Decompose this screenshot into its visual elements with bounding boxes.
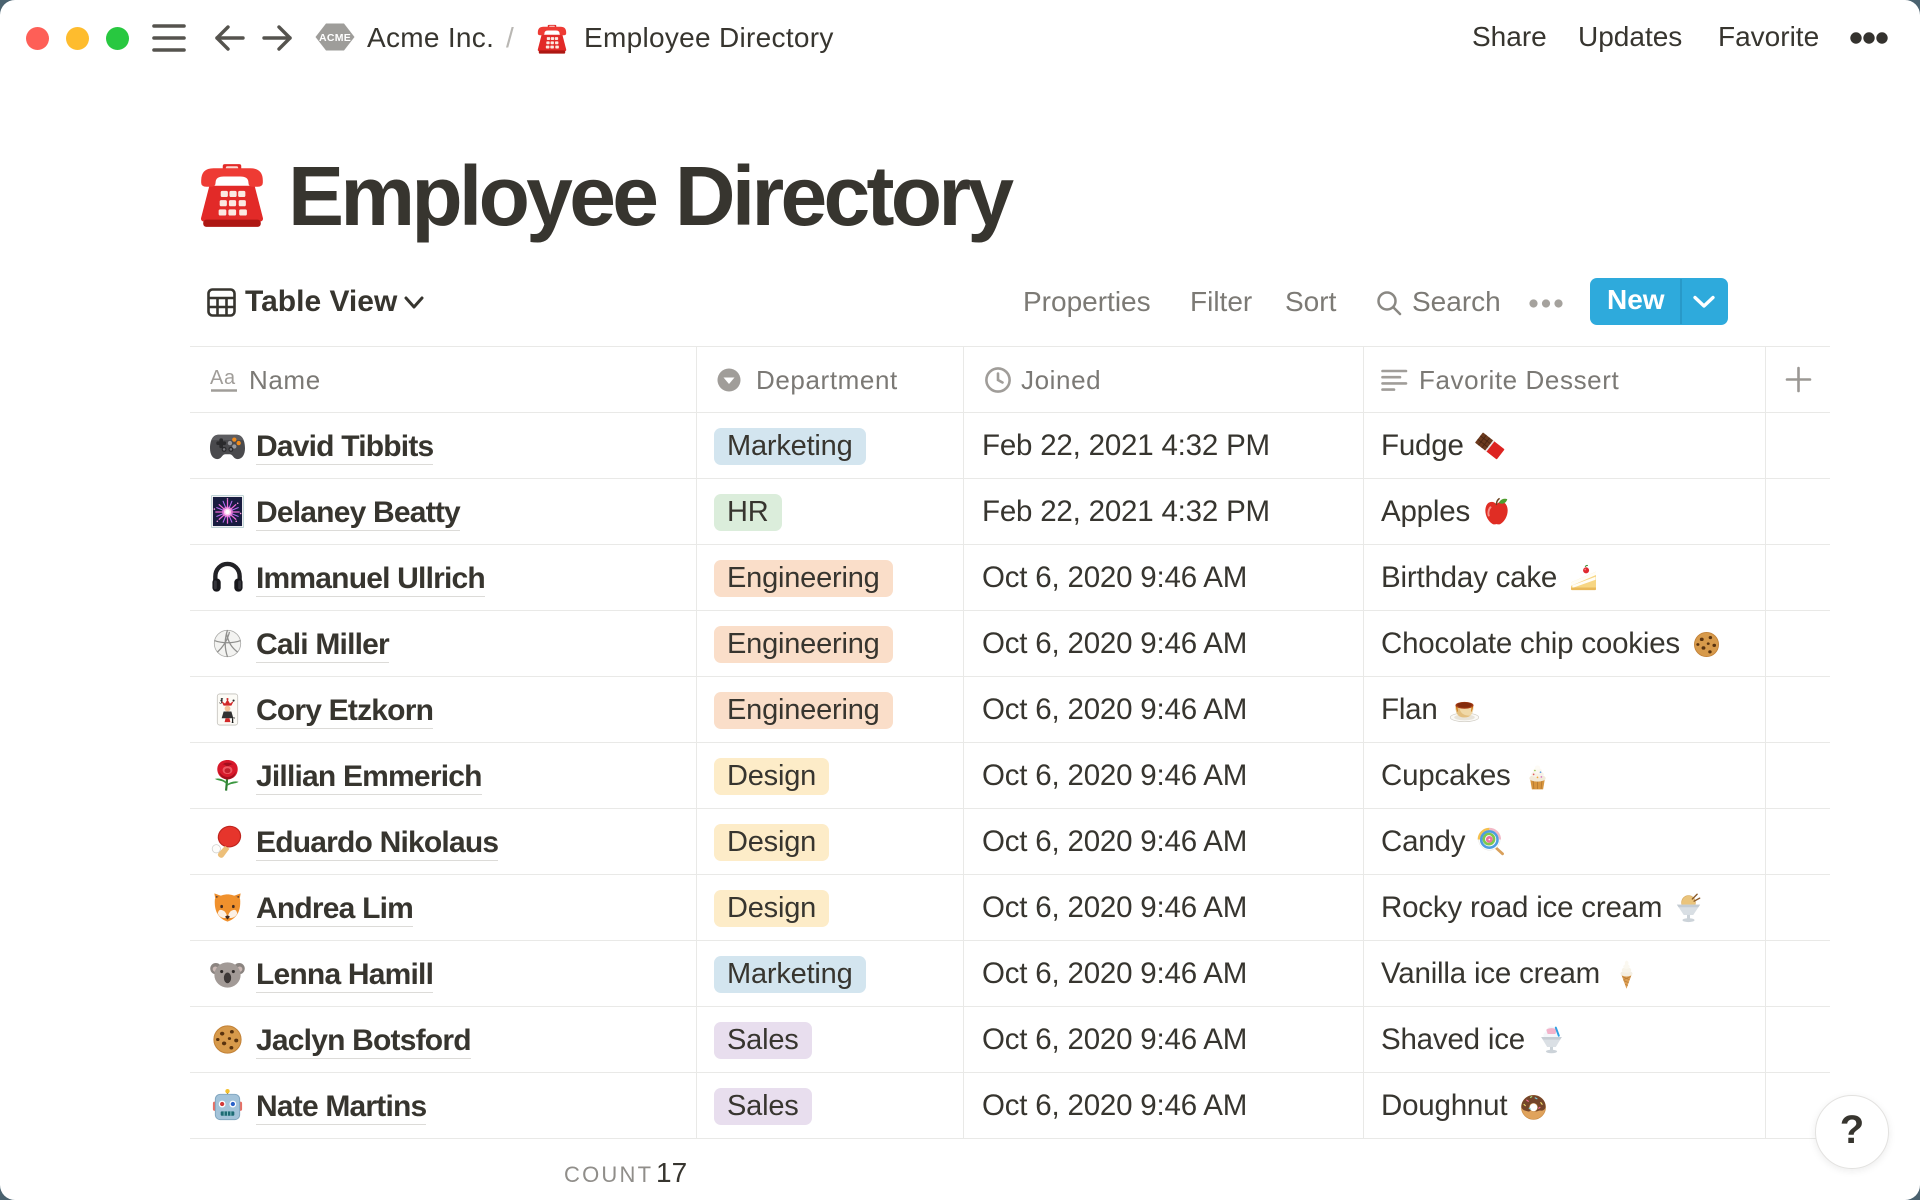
svg-text:ACME: ACME	[319, 32, 351, 44]
svg-text:Aa: Aa	[210, 367, 236, 389]
